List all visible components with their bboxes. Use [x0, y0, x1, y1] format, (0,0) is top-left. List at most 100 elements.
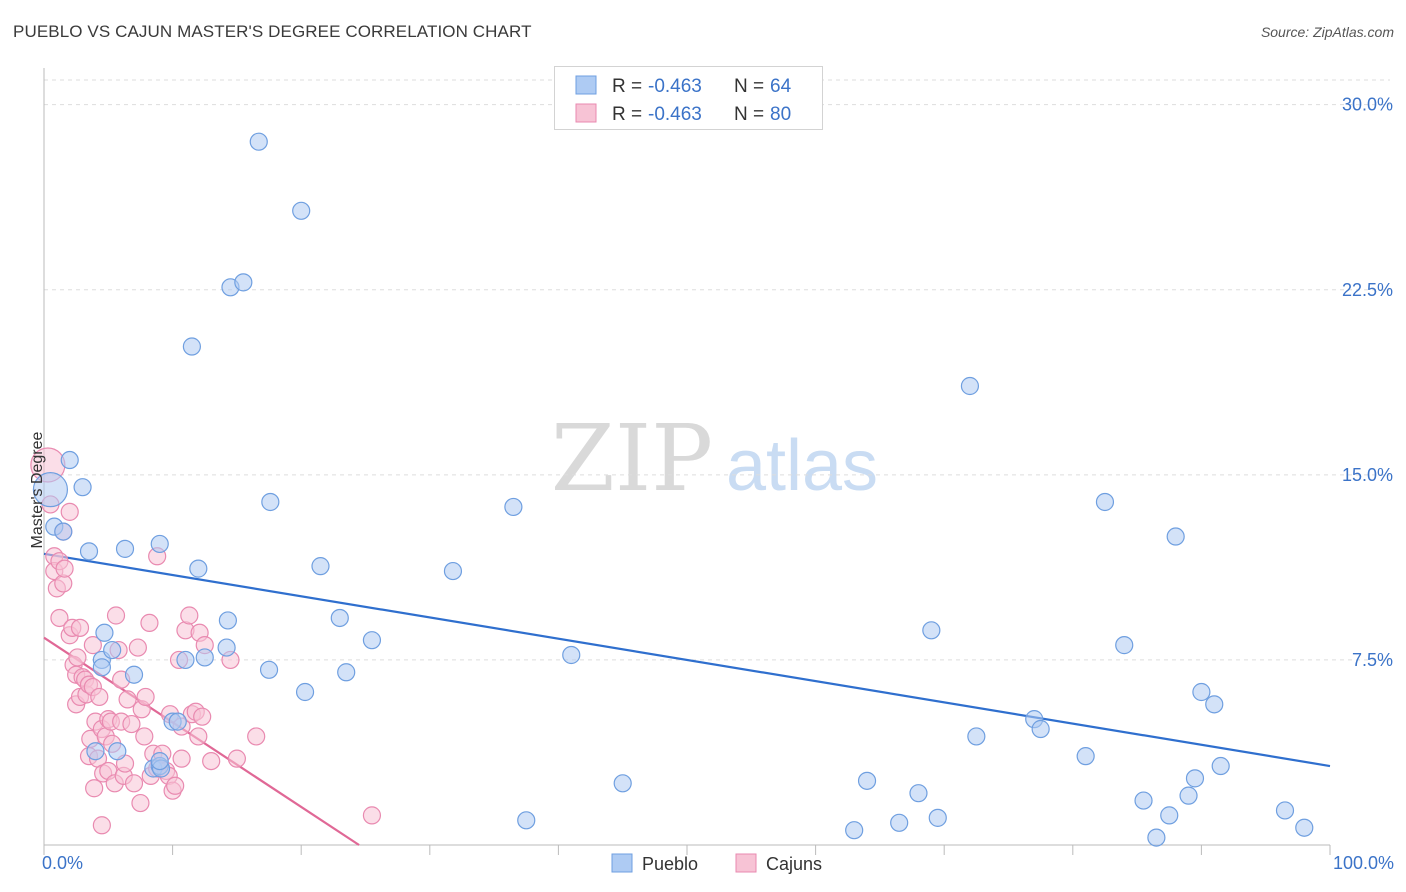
pueblo-point — [443, 561, 463, 581]
cajuns-point — [140, 613, 159, 633]
pueblo-point — [259, 660, 279, 679]
pueblo-point — [189, 559, 208, 578]
pueblo-point — [86, 742, 105, 761]
cajuns-point — [135, 727, 154, 746]
pueblo-point — [330, 608, 349, 628]
pueblo-point — [103, 640, 122, 660]
pueblo-point — [1205, 695, 1224, 714]
axis-ticks: 7.5% 15.0% 22.5% 30.0% 0.0% 100.0% — [42, 95, 1394, 873]
pueblo-point — [150, 534, 169, 554]
cajuns-point — [247, 727, 266, 746]
y-axis-label-box: Master's Degree — [29, 431, 46, 548]
pueblo-point — [960, 376, 980, 396]
bottom-legend-swatch-pueblo — [611, 853, 633, 873]
pueblo-point — [115, 539, 135, 558]
cajuns-point — [55, 559, 74, 578]
pueblo-point — [1147, 828, 1166, 847]
legend-r-label-pueblo: R = — [612, 76, 642, 97]
pueblo-point — [613, 774, 632, 793]
y-tick-label-2: 22.5% — [1342, 280, 1393, 300]
pueblo-point — [1275, 801, 1295, 820]
pueblo-point — [311, 557, 330, 576]
pueblo-point — [217, 638, 236, 657]
pueblo-point — [1192, 682, 1211, 702]
legend-n-label-cajuns: N = — [734, 104, 764, 125]
pueblo-point — [1160, 806, 1179, 825]
x-tick-label-0: 0.0% — [42, 853, 83, 873]
watermark-atlas: atlas — [726, 426, 878, 506]
legend-r-value-cajuns: -0.463 — [648, 104, 702, 125]
cajuns-point — [60, 502, 79, 521]
pueblo-point — [1166, 527, 1185, 546]
legend-n-value-pueblo: 64 — [770, 76, 792, 97]
pueblo-point — [32, 472, 69, 508]
cajuns-point — [68, 648, 87, 667]
pueblo-point — [150, 751, 169, 771]
pueblo-point — [95, 623, 114, 642]
cajuns-point — [136, 687, 155, 707]
pueblo-point — [234, 273, 253, 292]
cajuns-point — [106, 606, 126, 625]
cajuns-point — [70, 618, 90, 637]
cajuns-point — [85, 779, 104, 798]
bottom-legend-label-pueblo: Pueblo — [642, 854, 698, 874]
pueblo-point — [1095, 492, 1115, 512]
pueblo-point — [108, 742, 127, 761]
legend-r-label-cajuns: R = — [612, 104, 642, 125]
y-tick-label-3: 30.0% — [1342, 95, 1393, 115]
pueblo-point — [261, 492, 280, 512]
gridlines — [44, 79, 1390, 661]
cajuns-point — [362, 806, 382, 825]
pueblo-point — [1076, 747, 1095, 766]
pueblo-point — [362, 631, 382, 650]
cajuns-point — [189, 727, 208, 746]
bottom-legend-swatch-cajuns — [735, 853, 757, 873]
pueblo-point — [249, 132, 268, 151]
legend-n-value-cajuns: 80 — [770, 104, 791, 125]
cajuns-point — [128, 638, 147, 657]
cajuns-point — [193, 707, 212, 726]
bottom-legend-label-cajuns: Cajuns — [766, 854, 822, 874]
cajuns-point — [92, 816, 111, 835]
pueblo-point — [928, 808, 947, 827]
watermark: ZIP atlas — [551, 405, 878, 512]
cajuns-point — [202, 751, 221, 771]
pueblo-point — [909, 784, 928, 803]
pueblo-trend-line — [43, 552, 1331, 768]
legend-frame — [554, 66, 823, 130]
pueblo-point — [292, 201, 311, 220]
pueblo-point — [195, 648, 214, 667]
cajuns-point — [131, 793, 150, 813]
y-axis-label: Master's Degree — [29, 431, 46, 548]
cajuns-point — [124, 774, 144, 793]
pueblo-point — [295, 682, 315, 702]
chart-title: PUEBLO VS CAJUN MASTER'S DEGREE CORRELAT… — [13, 22, 532, 41]
pueblo-point — [517, 811, 536, 830]
pueblo-point — [967, 727, 986, 746]
pueblo-point — [176, 650, 195, 670]
pueblo-point — [1295, 818, 1314, 837]
pueblo-point — [1031, 719, 1050, 739]
watermark-zip: ZIP — [551, 405, 713, 512]
legend-n-label-pueblo: N = — [734, 76, 764, 97]
pueblo-point — [922, 621, 941, 640]
pueblo-point — [857, 771, 877, 790]
pueblo-point — [54, 522, 73, 541]
cajuns-point — [90, 687, 109, 707]
bottom-legend: Pueblo Cajuns — [611, 853, 822, 874]
pueblo-point — [1134, 791, 1153, 810]
data-points — [30, 132, 1314, 847]
pueblo-point — [1211, 756, 1230, 776]
pueblo-point — [92, 658, 111, 677]
legend-swatch-pueblo — [575, 75, 597, 95]
pueblo-point — [337, 663, 356, 682]
pueblo-point — [218, 611, 237, 630]
cajuns-point — [83, 636, 102, 655]
y-tick-label-0: 7.5% — [1352, 650, 1393, 670]
pueblo-point — [60, 450, 79, 470]
cajuns-point — [166, 776, 185, 795]
cajuns-point — [172, 749, 191, 768]
pueblo-point — [182, 337, 201, 356]
pueblo-point — [1115, 636, 1134, 655]
